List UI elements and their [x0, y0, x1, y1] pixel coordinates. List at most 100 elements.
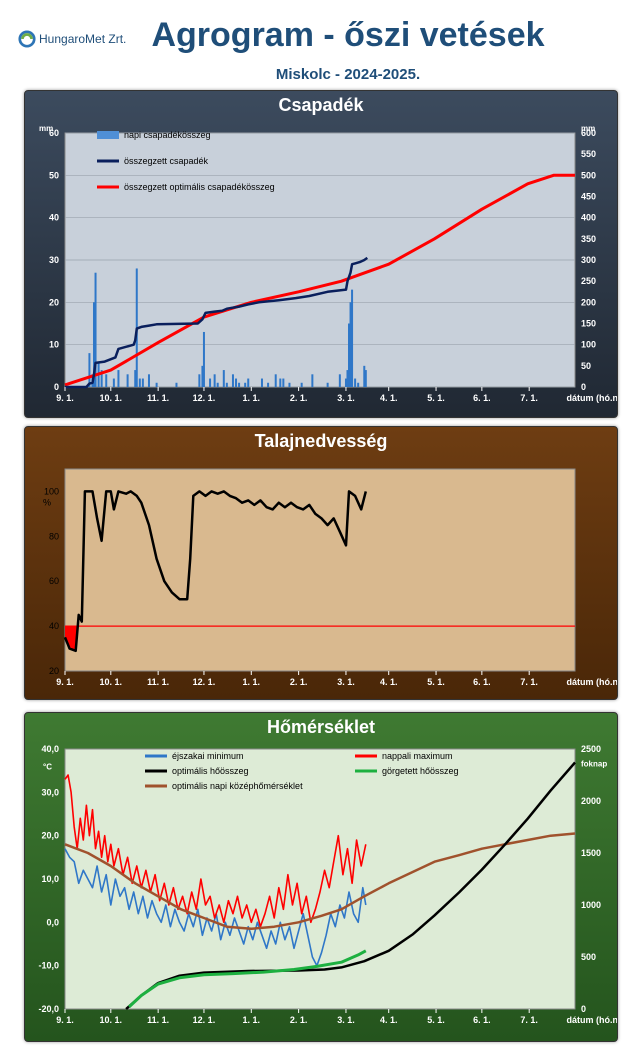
daily-rain-bar — [311, 374, 314, 387]
x-tick-label: 11. 1. — [147, 1015, 169, 1025]
y-tick-label: 100 — [44, 486, 59, 496]
x-tick-label: 6. 1. — [473, 677, 491, 687]
x-tick-label: 2. 1. — [290, 677, 308, 687]
y-tick-label-left: 0,0 — [46, 917, 59, 927]
daily-rain-bar — [235, 378, 238, 387]
daily-rain-bar — [93, 302, 96, 387]
y-axis-unit: % — [43, 498, 51, 508]
y-tick-label: 60 — [49, 576, 59, 586]
y-axis-unit-left: mm — [39, 124, 53, 133]
x-tick-label: 11. 1. — [147, 677, 169, 687]
plot-area — [64, 468, 576, 672]
soil-moisture-line — [63, 490, 368, 653]
x-tick-label: 10. 1. — [100, 393, 123, 403]
y-tick-label-right: 500 — [581, 170, 596, 180]
daily-rain-bar — [349, 302, 352, 387]
daily-rain-bar — [267, 382, 270, 387]
x-tick-label: 2. 1. — [290, 393, 308, 403]
x-tick-label: 4. 1. — [380, 677, 398, 687]
daily-rain-bar — [363, 365, 366, 387]
x-tick-label: 10. 1. — [100, 1015, 123, 1025]
daily-rain-bar — [88, 353, 91, 387]
y-tick-label-right: 50 — [581, 361, 591, 371]
rolling-heat-sum-line — [128, 949, 367, 1008]
daily-rain-bar — [105, 374, 108, 387]
daily-rain-bar — [238, 382, 241, 387]
y-tick-label-right: 1000 — [581, 900, 601, 910]
header: HungaroMet Zrt. Agrogram - őszi vetések … — [0, 0, 640, 88]
x-tick-label: 3. 1. — [337, 1015, 355, 1025]
y-tick-label-right: 300 — [581, 255, 596, 265]
x-tick-label: 9. 1. — [56, 677, 74, 687]
daily-rain-bar — [126, 374, 129, 387]
daily-rain-bar — [346, 370, 349, 387]
precipitation-chart: 0102030405060050100150200250300350400450… — [39, 124, 618, 403]
x-tick-label: 5. 1. — [427, 677, 445, 687]
legend-daily-rain-swatch — [97, 131, 119, 139]
y-tick-label-right: 600 — [581, 128, 596, 138]
daily-rain-bar — [351, 289, 354, 387]
x-tick-label: 3. 1. — [337, 393, 355, 403]
page-title: Agrogram - őszi vetések — [151, 16, 545, 54]
y-tick-label-right: 400 — [581, 213, 596, 223]
y-tick-label-left: 20,0 — [41, 831, 59, 841]
precipitation-panel: Csapadék 0 10 20 30 40 50 60 0 50 100 150 200 250 300… — [24, 90, 618, 418]
x-tick-label: 3. 1. — [337, 677, 355, 687]
daily-rain-bar — [279, 378, 282, 387]
y-tick-label-right: 2500 — [581, 744, 601, 754]
legend-night-minimum-label: éjszakai minimum — [172, 751, 244, 761]
x-tick-label: 7. 1. — [520, 1015, 538, 1025]
y-tick-label-right: 0 — [581, 382, 586, 392]
daily-rain-bar — [288, 382, 291, 387]
x-tick-label: 1. 1. — [243, 393, 261, 403]
y-tick-label-left: 30 — [49, 255, 59, 265]
daily-rain-bar — [300, 382, 303, 387]
hungaromet-logo-icon — [18, 30, 36, 48]
x-tick-label: 12. 1. — [193, 1015, 216, 1025]
daily-rain-bar — [198, 374, 201, 387]
daily-rain-bar — [147, 374, 150, 387]
daily-rain-bar — [222, 370, 225, 387]
y-tick-label-right: 0 — [581, 1004, 586, 1014]
daily-rain-bar — [201, 365, 204, 387]
x-tick-label: 4. 1. — [380, 393, 398, 403]
y-tick-label-right: 200 — [581, 297, 596, 307]
hungaromet-logo: HungaroMet Zrt. — [18, 30, 126, 48]
daily-rain-bar — [344, 378, 347, 387]
x-tick-label: 1. 1. — [243, 677, 261, 687]
y-tick-label-left: -20,0 — [38, 1004, 59, 1014]
temperature-panel: Hőmérséklet -20,0 -10,0 0,0 10,0 20,0 30,0 40,… — [24, 712, 618, 1042]
soil-moisture-chart: 20 40 60 80 100% 9. 1. 10. 1. 11. 1. 12. 1. 1. 1.… — [43, 468, 618, 687]
daily-rain-bar — [326, 382, 329, 387]
y-tick-label-left: 40 — [49, 213, 59, 223]
y-tick-label-left: 40,0 — [41, 744, 59, 754]
x-tick-label: 2. 1. — [290, 1015, 308, 1025]
legend-optimal-rain-label: összegzett optimális csapadékösszeg — [124, 182, 275, 192]
daily-rain-bar — [213, 374, 216, 387]
optimal-mean-temp-line — [64, 832, 576, 931]
soil-moisture-panel: Talajnedvesség 20 40 60 80 100% 9. 1. 10. 1. 11… — [24, 426, 618, 700]
y-tick-label-right: 2000 — [581, 796, 601, 806]
temperature-chart: -20,0 -10,0 0,0 10,0 20,0 30,0 40,0 0 500 1000 150… — [38, 744, 617, 1025]
y-tick-label-right: 550 — [581, 149, 596, 159]
y-tick-label-left: 10,0 — [41, 874, 59, 884]
x-tick-label: 6. 1. — [473, 1015, 491, 1025]
daily-rain-bar — [202, 331, 205, 387]
daily-rain-bar — [94, 272, 97, 387]
y-tick-label-right: 350 — [581, 234, 596, 244]
daily-rain-bar — [247, 378, 250, 387]
x-tick-label: 12. 1. — [193, 677, 216, 687]
x-tick-label: 9. 1. — [56, 393, 74, 403]
y-tick-label-left: 0 — [54, 382, 59, 392]
legend-day-maximum-label: nappali maximum — [382, 751, 453, 761]
x-axis-unit-label: dátum (hó.nap) — [567, 393, 618, 403]
x-tick-label: 11. 1. — [147, 393, 169, 403]
x-tick-label: 1. 1. — [243, 1015, 261, 1025]
daily-rain-bar — [231, 374, 234, 387]
x-axis-unit-label: dátum (hó.nap) — [567, 677, 618, 687]
y-axis-unit-right: mm — [581, 124, 595, 133]
x-tick-label: 6. 1. — [473, 393, 491, 403]
daily-rain-bar — [357, 382, 360, 387]
legend-optimal-mean-temp-label: optimális napi középhőmérséklet — [172, 781, 303, 791]
x-tick-label: 10. 1. — [100, 677, 123, 687]
